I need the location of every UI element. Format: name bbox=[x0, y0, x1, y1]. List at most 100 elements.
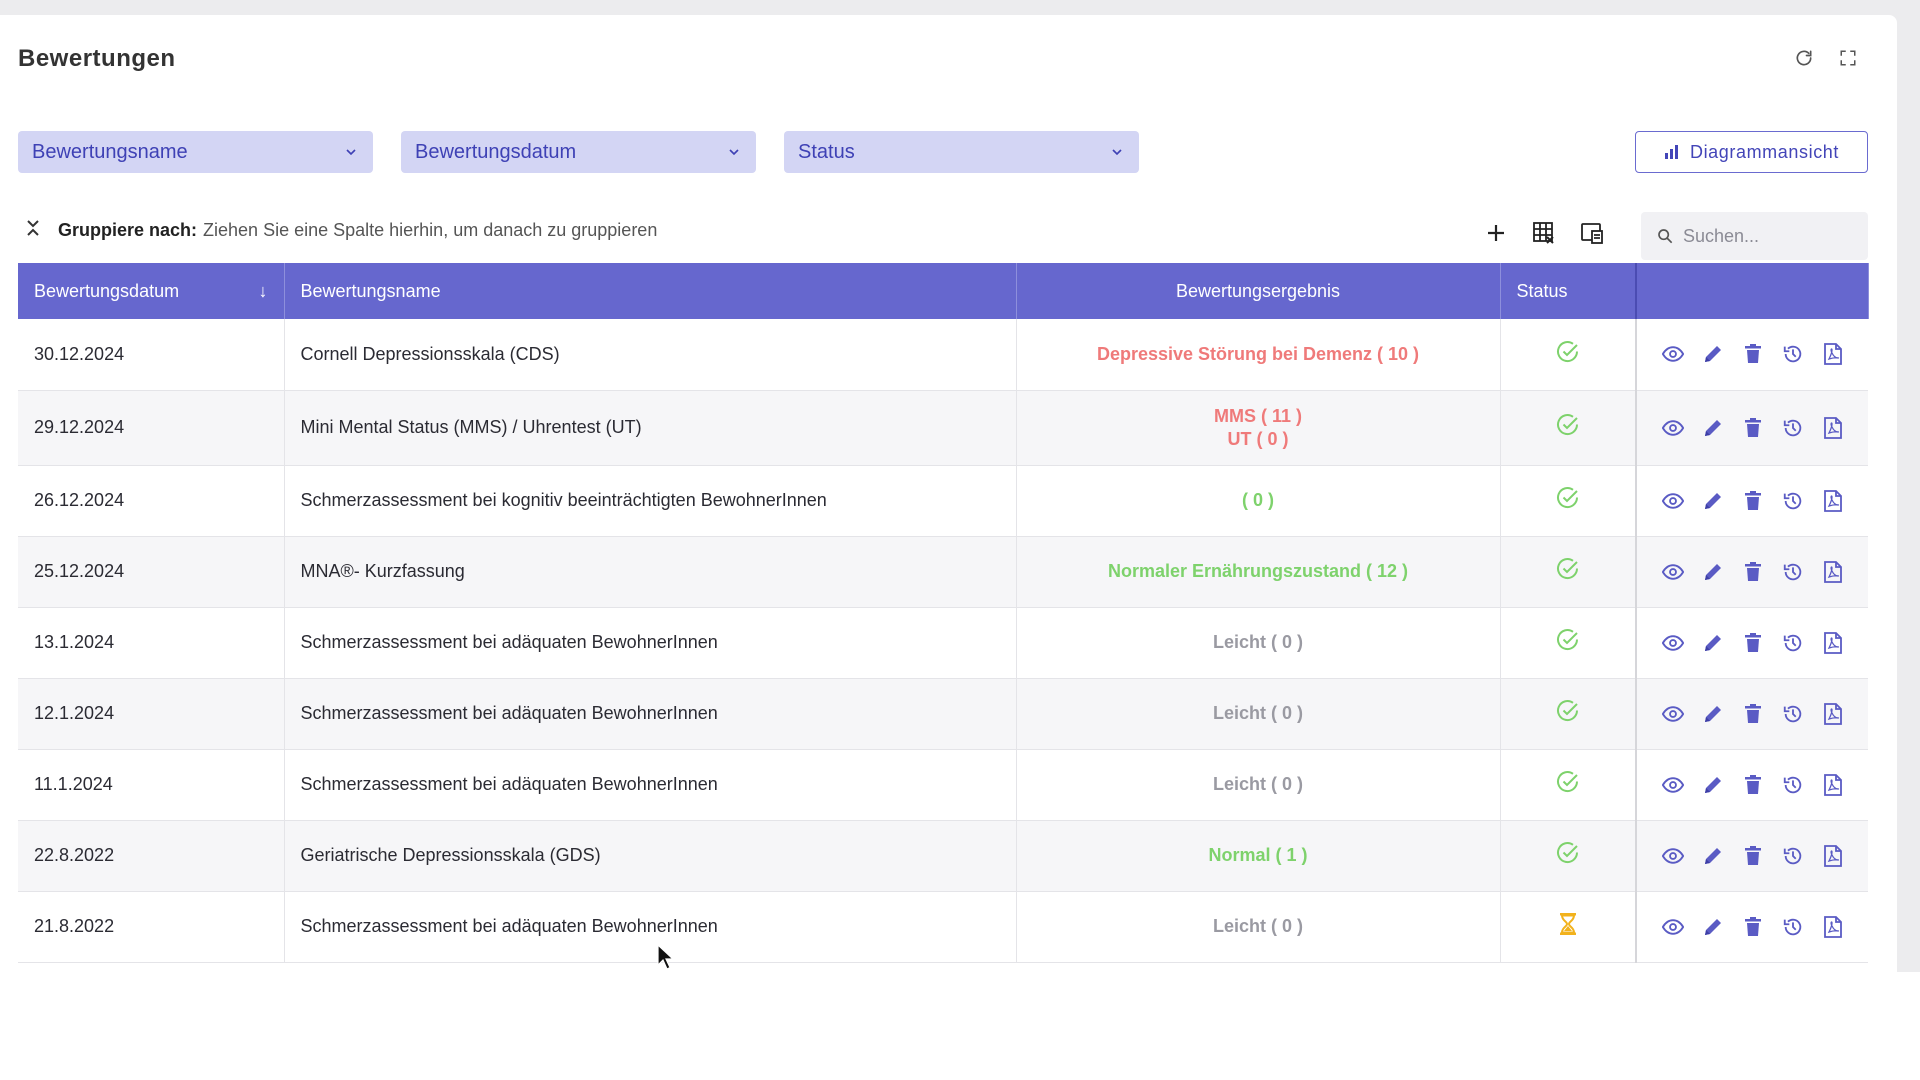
refresh-icon[interactable] bbox=[1793, 47, 1815, 69]
view-icon[interactable] bbox=[1661, 342, 1684, 366]
cell-result: Leicht ( 0 ) bbox=[1016, 678, 1501, 749]
edit-icon[interactable] bbox=[1702, 915, 1724, 939]
cell-actions bbox=[1635, 319, 1868, 390]
history-icon[interactable] bbox=[1782, 844, 1804, 868]
column-chooser-icon[interactable] bbox=[1580, 221, 1604, 245]
delete-icon[interactable] bbox=[1742, 915, 1764, 939]
result-line: Leicht ( 0 ) bbox=[1212, 774, 1303, 794]
filter-bewertungsdatum[interactable]: Bewertungsdatum bbox=[401, 131, 756, 173]
search-box[interactable] bbox=[1641, 212, 1868, 260]
edit-icon[interactable] bbox=[1702, 702, 1724, 726]
diagram-view-button[interactable]: Diagrammansicht bbox=[1635, 131, 1868, 173]
view-icon[interactable] bbox=[1661, 560, 1684, 584]
result-text: Leicht ( 0 ) bbox=[1033, 702, 1484, 725]
cell-status bbox=[1500, 319, 1637, 390]
result-line: Leicht ( 0 ) bbox=[1212, 632, 1303, 652]
cell-date: 30.12.2024 bbox=[18, 319, 285, 390]
view-icon[interactable] bbox=[1661, 773, 1684, 797]
cell-name: Schmerzassessment bei adäquaten Bewohner… bbox=[284, 891, 1017, 962]
result-line: Leicht ( 0 ) bbox=[1212, 916, 1303, 936]
bar-chart-icon bbox=[1664, 145, 1678, 159]
view-icon[interactable] bbox=[1661, 631, 1684, 655]
cell-actions bbox=[1635, 536, 1868, 607]
pdf-icon[interactable] bbox=[1822, 844, 1844, 868]
fullscreen-icon[interactable] bbox=[1837, 47, 1859, 69]
delete-icon[interactable] bbox=[1742, 702, 1764, 726]
cell-name: Geriatrische Depressionsskala (GDS) bbox=[284, 820, 1017, 891]
table-row[interactable]: 30.12.2024 Cornell Depressionsskala (CDS)… bbox=[18, 319, 1868, 390]
add-icon[interactable] bbox=[1484, 221, 1508, 245]
delete-icon[interactable] bbox=[1742, 560, 1764, 584]
table-row[interactable]: 11.1.2024 Schmerzassessment bei adäquaten… bbox=[18, 749, 1868, 820]
table-row[interactable]: 13.1.2024 Schmerzassessment bei adäquaten… bbox=[18, 607, 1868, 678]
delete-icon[interactable] bbox=[1742, 342, 1764, 366]
view-icon[interactable] bbox=[1661, 489, 1684, 513]
table-row[interactable]: 29.12.2024 Mini Mental Status (MMS) / Uhr… bbox=[18, 390, 1868, 465]
history-icon[interactable] bbox=[1782, 416, 1804, 440]
view-icon[interactable] bbox=[1661, 416, 1684, 440]
delete-icon[interactable] bbox=[1742, 844, 1764, 868]
cell-status bbox=[1500, 465, 1637, 536]
delete-icon[interactable] bbox=[1742, 773, 1764, 797]
result-text: ( 0 ) bbox=[1033, 489, 1484, 512]
delete-icon[interactable] bbox=[1742, 631, 1764, 655]
edit-icon[interactable] bbox=[1702, 631, 1724, 655]
filter-bewertungsname[interactable]: Bewertungsname bbox=[18, 131, 373, 173]
view-icon[interactable] bbox=[1661, 702, 1684, 726]
pdf-icon[interactable] bbox=[1822, 631, 1844, 655]
search-input[interactable] bbox=[1683, 225, 1853, 247]
grid-export-icon[interactable] bbox=[1532, 221, 1556, 245]
cell-result: Leicht ( 0 ) bbox=[1016, 607, 1501, 678]
mouse-cursor-icon bbox=[657, 944, 675, 970]
delete-icon[interactable] bbox=[1742, 489, 1764, 513]
history-icon[interactable] bbox=[1782, 773, 1804, 797]
cell-date: 21.8.2022 bbox=[18, 891, 285, 962]
edit-icon[interactable] bbox=[1702, 844, 1724, 868]
delete-icon[interactable] bbox=[1742, 416, 1764, 440]
edit-icon[interactable] bbox=[1702, 489, 1724, 513]
status-done-icon bbox=[1556, 558, 1580, 585]
column-header-status[interactable]: Status bbox=[1500, 263, 1637, 319]
result-text: MMS ( 11 ) UT ( 0 ) bbox=[1033, 405, 1484, 451]
pdf-icon[interactable] bbox=[1822, 702, 1844, 726]
sort-descending-icon[interactable]: ↓ bbox=[258, 280, 268, 301]
column-header-result[interactable]: Bewertungsergebnis bbox=[1016, 263, 1501, 319]
view-icon[interactable] bbox=[1661, 915, 1684, 939]
cell-name: MNA®- Kurzfassung bbox=[284, 536, 1017, 607]
history-icon[interactable] bbox=[1782, 915, 1804, 939]
table-row[interactable]: 25.12.2024 MNA®- Kurzfassung Normaler Ernä… bbox=[18, 536, 1868, 607]
column-header-date[interactable]: Bewertungsdatum ↓ bbox=[18, 263, 285, 319]
table-row[interactable]: 22.8.2022 Geriatrische Depressionsskala (… bbox=[18, 820, 1868, 891]
table-row[interactable]: 26.12.2024 Schmerzassessment bei kognitiv… bbox=[18, 465, 1868, 536]
result-line: MMS ( 11 ) bbox=[1213, 405, 1302, 426]
collapse-icon[interactable] bbox=[26, 219, 40, 242]
search-icon bbox=[1658, 229, 1673, 244]
view-icon[interactable] bbox=[1661, 844, 1684, 868]
cell-result: Leicht ( 0 ) bbox=[1016, 749, 1501, 820]
edit-icon[interactable] bbox=[1702, 773, 1724, 797]
edit-icon[interactable] bbox=[1702, 342, 1724, 366]
history-icon[interactable] bbox=[1782, 702, 1804, 726]
chevron-down-icon bbox=[729, 149, 739, 156]
table-header: Bewertungsdatum ↓ Bewertungsname Bewertu… bbox=[18, 263, 1869, 319]
cell-status bbox=[1500, 607, 1637, 678]
history-icon[interactable] bbox=[1782, 342, 1804, 366]
pdf-icon[interactable] bbox=[1822, 560, 1844, 584]
pdf-icon[interactable] bbox=[1822, 489, 1844, 513]
cell-actions bbox=[1635, 820, 1868, 891]
pdf-icon[interactable] bbox=[1822, 915, 1844, 939]
history-icon[interactable] bbox=[1782, 560, 1804, 584]
edit-icon[interactable] bbox=[1702, 560, 1724, 584]
table-row[interactable]: 12.1.2024 Schmerzassessment bei adäquaten… bbox=[18, 678, 1868, 749]
pdf-icon[interactable] bbox=[1822, 342, 1844, 366]
history-icon[interactable] bbox=[1782, 631, 1804, 655]
evaluations-table: Bewertungsdatum ↓ Bewertungsname Bewertu… bbox=[18, 263, 1869, 963]
pdf-icon[interactable] bbox=[1822, 416, 1844, 440]
filter-label: Bewertungsname bbox=[32, 140, 188, 163]
edit-icon[interactable] bbox=[1702, 416, 1724, 440]
history-icon[interactable] bbox=[1782, 489, 1804, 513]
filter-status[interactable]: Status bbox=[784, 131, 1139, 173]
pdf-icon[interactable] bbox=[1822, 773, 1844, 797]
table-row[interactable]: 21.8.2022 Schmerzassessment bei adäquaten… bbox=[18, 891, 1868, 962]
column-header-name[interactable]: Bewertungsname bbox=[284, 263, 1017, 319]
